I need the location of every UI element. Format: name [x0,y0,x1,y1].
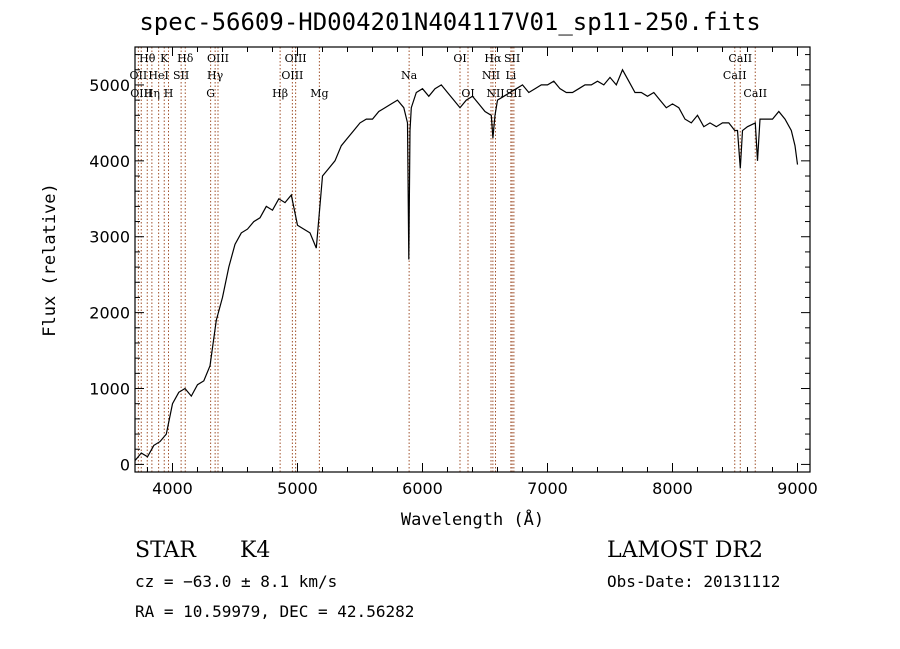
y-tick-label: 3000 [89,228,130,247]
line-marker-label: HeI [148,69,168,82]
coordinates-radec: RA = 10.59979, DEC = 42.56282 [135,602,415,621]
line-marker-label: SII [173,69,189,82]
object-subclass: K4 [240,538,271,563]
line-marker-label: NII [482,69,500,82]
y-tick-label: 1000 [89,380,130,399]
line-marker-label: NII [486,87,504,100]
observation-date: Obs-Date: 20131112 [607,572,781,591]
y-tick-label: 5000 [89,76,130,95]
line-marker-label: Hθ [139,52,156,65]
plot-frame [134,46,811,473]
object-class: STAR [135,538,196,563]
x-tick-label: 9000 [777,479,818,498]
line-marker-label: H [164,87,174,100]
x-tick-label: 5000 [277,479,318,498]
chart-title: spec-56609-HD004201N404117V01_sp11-250.f… [139,8,761,36]
line-marker-label: Hδ [177,52,194,65]
line-marker-label: Na [401,69,418,82]
line-marker-label: G [206,87,215,100]
line-marker-label: OIII [130,87,152,100]
x-tick-label: 7000 [527,479,568,498]
line-marker-label: Li [505,69,516,82]
x-tick-label: 8000 [652,479,693,498]
line-marker-label: OIII [285,52,307,65]
spectrum-series-line [134,68,799,461]
line-marker-label: OIII [207,52,229,65]
line-marker-label: CaII [743,87,767,100]
line-marker-label: Mg [310,87,328,100]
line-marker-label: SII [504,52,520,65]
line-marker-label: Hβ [272,87,288,100]
line-marker-label: OII [130,69,148,82]
line-marker-label: CaII [728,52,752,65]
line-marker-label: OI [461,87,474,100]
redshift-velocity: cz = −63.0 ± 8.1 km/s [135,572,338,591]
line-marker-label: OIII [281,69,303,82]
y-tick-label: 2000 [89,304,130,323]
x-tick-label: 6000 [402,479,443,498]
x-axis-label: Wavelength (Å) [400,510,545,530]
line-markers [137,47,756,472]
y-tick-label: 4000 [89,152,130,171]
line-marker-label: Hα [484,52,502,65]
survey-name: LAMOST DR2 [607,538,763,563]
line-marker-label: SII [506,87,522,100]
line-marker-label: OI [453,52,466,65]
line-marker-label: CaII [723,69,747,82]
line-marker-label: Hγ [207,69,224,82]
y-tick-label: 0 [120,455,130,474]
line-marker-label: K [160,52,169,65]
line-marker-label: Hη [144,87,160,100]
x-tick-label: 4000 [152,479,193,498]
axis-ticks: 4000 5000 6000 7000 8000 9000 0 1000 2000 3000 400… [89,47,818,498]
y-axis-label: Flux (relative) [40,183,60,337]
